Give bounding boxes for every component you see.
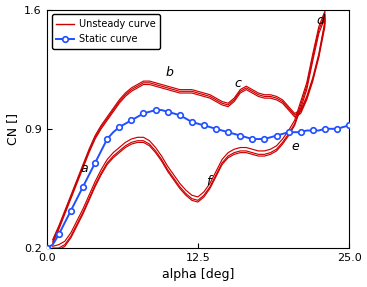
Text: e: e [291, 140, 299, 153]
Text: f: f [206, 175, 211, 188]
Text: c: c [234, 77, 241, 90]
Text: d: d [316, 13, 324, 27]
X-axis label: alpha [deg]: alpha [deg] [162, 268, 234, 282]
Text: a: a [81, 162, 88, 175]
Y-axis label: CN []: CN [] [6, 113, 19, 145]
Text: b: b [165, 66, 173, 79]
Legend: Unsteady curve, Static curve: Unsteady curve, Static curve [52, 14, 160, 49]
